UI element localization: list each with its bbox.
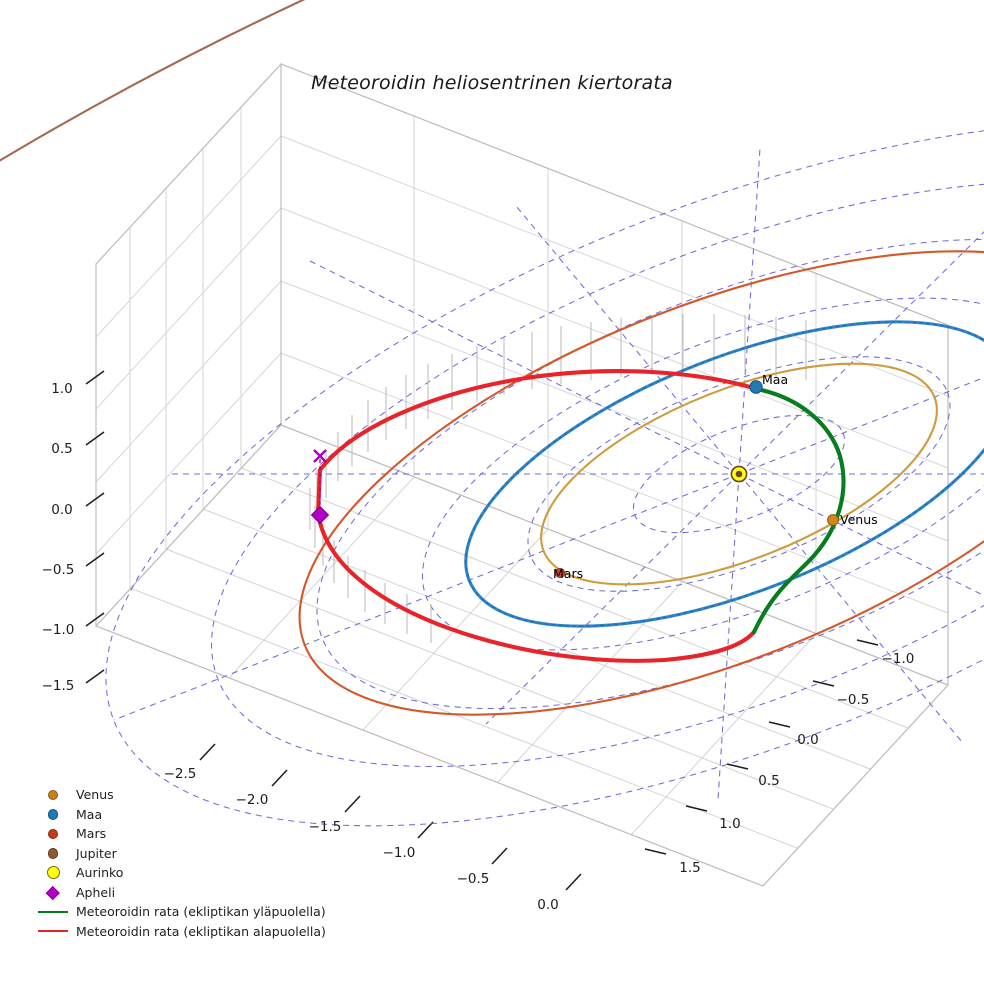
orbit-earth bbox=[464, 320, 984, 628]
legend-item-label: Aurinko bbox=[76, 865, 124, 881]
legend-item[interactable]: Mars bbox=[30, 824, 360, 844]
tick-label-z-3: −0.5 bbox=[41, 562, 75, 578]
tick-label-z-5: −1.5 bbox=[41, 678, 75, 694]
legend-marker-line-icon bbox=[30, 910, 76, 913]
legend-item[interactable]: Meteoroidin rata (ekliptikan yläpuolella… bbox=[30, 902, 360, 922]
legend: Venus Maa Mars Jupiter Aurinko Apheli Meteoroi… bbox=[30, 785, 360, 941]
tick-label-y-0: −1.0 bbox=[881, 651, 915, 667]
legend-marker-circle-lg-icon bbox=[30, 866, 76, 880]
legend-item-label: Meteoroidin rata (ekliptikan yläpuolella… bbox=[76, 904, 326, 920]
legend-item[interactable]: Venus bbox=[30, 785, 360, 805]
tick-label-x-4: −0.5 bbox=[456, 871, 490, 887]
meteoroid-orbit-below-ecliptic bbox=[315, 369, 760, 663]
legend-marker-circle-icon bbox=[30, 848, 76, 859]
point-label-maa: Maa bbox=[762, 372, 789, 387]
tick-label-y-5: 1.5 bbox=[679, 860, 701, 876]
tick-label-z-2: 0.0 bbox=[51, 502, 73, 518]
legend-item[interactable]: Maa bbox=[30, 805, 360, 825]
tick-label-x-5: 0.0 bbox=[537, 897, 559, 913]
axis-ticks bbox=[85, 370, 879, 891]
tick-label-z-0: 1.0 bbox=[51, 381, 73, 397]
orbit-mars bbox=[298, 250, 984, 716]
axes-box-grid bbox=[95, 63, 949, 887]
point-label-venus: Venus bbox=[840, 512, 878, 527]
legend-item[interactable]: Apheli bbox=[30, 883, 360, 903]
legend-marker-diamond-icon bbox=[30, 885, 76, 899]
legend-item-label: Venus bbox=[76, 787, 114, 803]
tick-label-x-2: −1.5 bbox=[308, 819, 342, 835]
legend-item[interactable]: Aurinko bbox=[30, 863, 360, 883]
marker-aphelion bbox=[310, 449, 330, 525]
legend-item-label: Apheli bbox=[76, 884, 116, 900]
meteoroid-orbit-above-ecliptic bbox=[751, 386, 846, 635]
marker-mars bbox=[554, 567, 566, 579]
legend-item[interactable]: Jupiter bbox=[30, 844, 360, 864]
marker-venus bbox=[827, 514, 839, 526]
legend-item-label: Meteoroidin rata (ekliptikan alapuolella… bbox=[76, 923, 326, 939]
tick-label-x-3: −1.0 bbox=[382, 845, 416, 861]
legend-marker-circle-icon bbox=[30, 789, 76, 800]
tick-label-y-1: −0.5 bbox=[836, 692, 870, 708]
legend-marker-line-icon bbox=[30, 930, 76, 933]
ecliptic-polar-grid bbox=[105, 121, 984, 827]
tick-label-y-4: 1.0 bbox=[719, 816, 741, 832]
tick-label-z-1: 0.5 bbox=[51, 441, 73, 457]
tick-label-x-0: −2.5 bbox=[163, 766, 197, 782]
legend-marker-circle-icon bbox=[30, 809, 76, 820]
legend-item-label: Mars bbox=[76, 826, 107, 842]
legend-item-label: Maa bbox=[76, 806, 103, 822]
axes-box-outline bbox=[94, 62, 950, 887]
marker-earth bbox=[749, 380, 763, 394]
tick-label-y-3: 0.5 bbox=[758, 773, 780, 789]
tick-label-z-4: −1.0 bbox=[41, 622, 75, 638]
legend-item-label: Jupiter bbox=[76, 845, 117, 861]
tick-label-y-2: 0.0 bbox=[797, 732, 819, 748]
meteoroid-droplines bbox=[309, 314, 807, 643]
tick-label-x-1: −2.0 bbox=[235, 792, 269, 808]
page-title: Meteoroidin heliosentrinen kiertorata bbox=[311, 72, 673, 94]
legend-item[interactable]: Meteoroidin rata (ekliptikan alapuolella… bbox=[30, 922, 360, 942]
point-label-mars: Mars bbox=[553, 566, 584, 581]
marker-sun bbox=[730, 465, 748, 483]
legend-marker-circle-icon bbox=[30, 828, 76, 839]
orbit-venus bbox=[540, 362, 938, 586]
